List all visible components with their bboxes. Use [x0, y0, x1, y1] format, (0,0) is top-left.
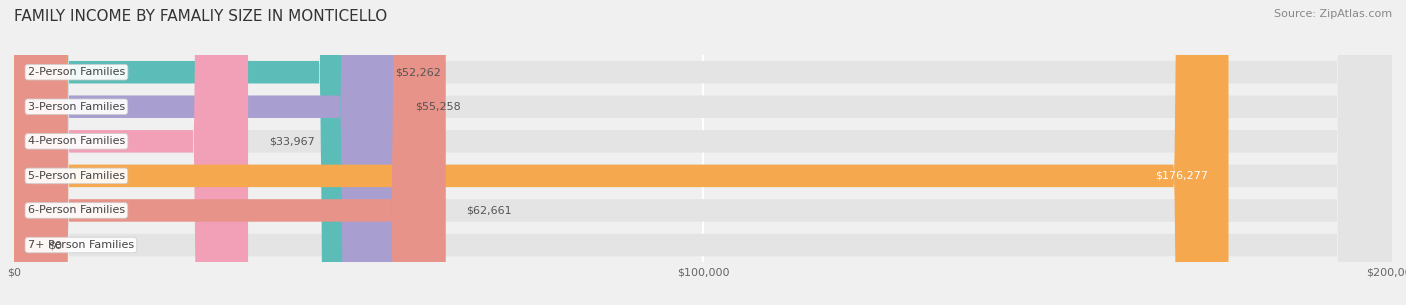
FancyBboxPatch shape — [14, 0, 1392, 305]
Text: $176,277: $176,277 — [1154, 171, 1208, 181]
Text: $52,262: $52,262 — [395, 67, 440, 77]
Text: $0: $0 — [48, 240, 62, 250]
FancyBboxPatch shape — [14, 0, 1392, 305]
FancyBboxPatch shape — [14, 0, 1392, 305]
Text: $55,258: $55,258 — [415, 102, 461, 112]
Text: 2-Person Families: 2-Person Families — [28, 67, 125, 77]
Text: Source: ZipAtlas.com: Source: ZipAtlas.com — [1274, 9, 1392, 19]
Text: 4-Person Families: 4-Person Families — [28, 136, 125, 146]
FancyBboxPatch shape — [14, 0, 1392, 305]
FancyBboxPatch shape — [14, 0, 374, 305]
Text: $62,661: $62,661 — [467, 206, 512, 215]
FancyBboxPatch shape — [14, 0, 247, 305]
Text: 6-Person Families: 6-Person Families — [28, 206, 125, 215]
Text: FAMILY INCOME BY FAMALIY SIZE IN MONTICELLO: FAMILY INCOME BY FAMALIY SIZE IN MONTICE… — [14, 9, 387, 24]
Text: $33,967: $33,967 — [269, 136, 315, 146]
Text: 3-Person Families: 3-Person Families — [28, 102, 125, 112]
FancyBboxPatch shape — [14, 0, 1392, 305]
Text: 7+ Person Families: 7+ Person Families — [28, 240, 134, 250]
Text: 5-Person Families: 5-Person Families — [28, 171, 125, 181]
FancyBboxPatch shape — [14, 0, 1392, 305]
FancyBboxPatch shape — [14, 0, 1229, 305]
FancyBboxPatch shape — [14, 0, 446, 305]
FancyBboxPatch shape — [14, 0, 395, 305]
